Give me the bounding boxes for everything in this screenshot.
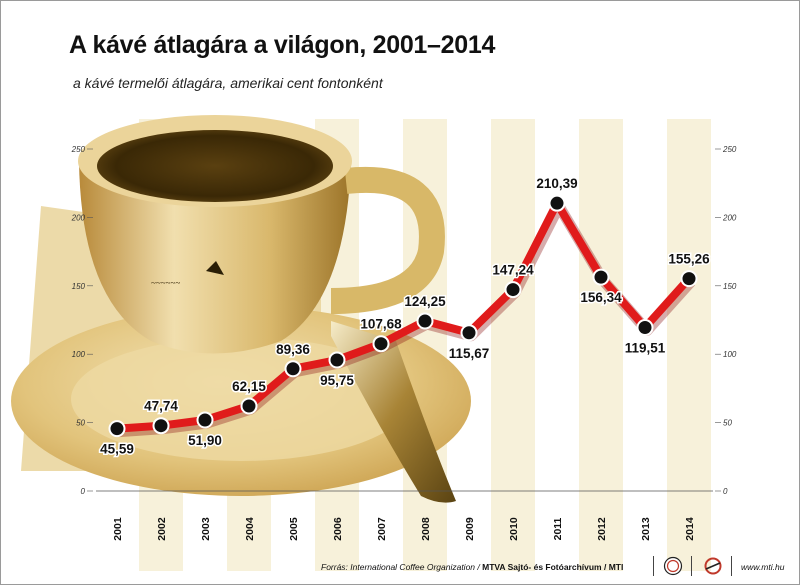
- x-tick-label-2010: 2010: [508, 517, 520, 541]
- coffee-cup-illustration: ~~~~~~: [11, 115, 471, 503]
- y-tick-label-right: 150: [723, 282, 737, 291]
- data-label-2013: 119,51: [625, 341, 666, 356]
- y-tick-label-right: 50: [723, 419, 732, 428]
- data-point-2014: [680, 270, 698, 288]
- y-tick-label-right: 0: [723, 487, 728, 496]
- series-markers: [108, 194, 698, 438]
- data-point-2010: [504, 281, 522, 299]
- data-point-2002: [152, 417, 170, 435]
- footer-separator: [653, 556, 654, 576]
- x-tick-label-2001: 2001: [112, 517, 124, 541]
- band-2010: [491, 119, 535, 571]
- mti-logo-icon: [704, 557, 722, 575]
- data-label-2005: 89,36: [276, 342, 310, 357]
- data-label-2004: 62,15: [232, 379, 266, 394]
- source-text: Forrás: International Coffee Organizatio…: [321, 562, 483, 572]
- y-tick-label-left: 150: [72, 282, 86, 291]
- chart-title: A kávé átlagára a világon, 2001–2014: [69, 31, 496, 59]
- data-point-2013: [636, 319, 654, 337]
- source-footer: Forrás: International Coffee Organizatio…: [321, 562, 623, 572]
- data-point-2008: [416, 312, 434, 330]
- data-point-2004: [240, 397, 258, 415]
- data-point-2009: [460, 324, 478, 342]
- data-point-2007: [372, 335, 390, 353]
- x-tick-label-2002: 2002: [156, 517, 168, 541]
- data-point-2011: [548, 194, 566, 212]
- chart-subtitle: a kávé termelői átlagára, amerikai cent …: [73, 75, 383, 91]
- band-2014: [667, 119, 711, 571]
- data-label-2010: 147,24: [492, 263, 534, 278]
- data-label-2012: 156,34: [580, 290, 622, 305]
- band-2012: [579, 119, 623, 571]
- svg-text:~~~~~~: ~~~~~~: [151, 278, 180, 288]
- data-label-2009: 115,67: [449, 346, 490, 361]
- y-axis-left: 0 50 100 150 200 250: [71, 145, 93, 496]
- mtva-logo-icon: [663, 556, 683, 576]
- data-label-2006: 95,75: [320, 373, 354, 388]
- x-tick-label-2009: 2009: [464, 517, 476, 541]
- data-label-2014: 155,26: [668, 252, 710, 267]
- data-label-2008: 124,25: [404, 294, 446, 309]
- y-tick-label-right: 200: [722, 213, 737, 222]
- y-tick-label-left: 250: [71, 145, 86, 154]
- data-label-2003: 51,90: [188, 433, 222, 448]
- data-point-2006: [328, 351, 346, 369]
- data-label-2001: 45,59: [100, 442, 134, 457]
- data-labels: 45,59 47,74 51,90 62,15 89,36 95,75 107,68124,…: [99, 175, 712, 458]
- y-tick-label-left: 200: [71, 213, 86, 222]
- x-tick-label-2014: 2014: [684, 517, 696, 541]
- data-point-2012: [592, 268, 610, 286]
- y-tick-label-right: 100: [723, 350, 737, 359]
- data-label-2002: 47,74: [144, 399, 178, 414]
- y-tick-label-left: 50: [76, 419, 85, 428]
- org-text: MTVA Sajtó- és Fotóarchívum / MTI: [482, 562, 624, 572]
- site-url: www.mti.hu: [741, 562, 785, 572]
- data-point-2001: [108, 420, 126, 438]
- y-axis-right: 0 50 100 150 200 250: [715, 145, 737, 496]
- y-tick-label-right: 250: [722, 145, 737, 154]
- x-tick-label-2012: 2012: [596, 517, 608, 541]
- y-tick-label-left: 0: [81, 487, 86, 496]
- x-tick-label-2006: 2006: [332, 517, 344, 541]
- data-point-2003: [196, 411, 214, 429]
- footer-separator: [691, 556, 692, 576]
- x-tick-label-2005: 2005: [288, 517, 300, 541]
- y-tick-label-left: 100: [72, 350, 86, 359]
- x-tick-label-2013: 2013: [640, 517, 652, 541]
- x-tick-label-2007: 2007: [376, 517, 388, 541]
- data-point-2005: [284, 360, 302, 378]
- x-tick-label-2008: 2008: [420, 517, 432, 541]
- data-label-2011: 210,39: [536, 176, 577, 191]
- footer-separator: [731, 556, 732, 576]
- x-tick-label-2004: 2004: [244, 517, 256, 541]
- x-tick-label-2003: 2003: [200, 517, 212, 541]
- x-tick-labels: 2001 2002 2003 2004 2005 2006 2007 2008 2009 2010…: [112, 517, 696, 541]
- data-label-2007: 107,68: [360, 317, 402, 332]
- x-tick-label-2011: 2011: [552, 517, 564, 540]
